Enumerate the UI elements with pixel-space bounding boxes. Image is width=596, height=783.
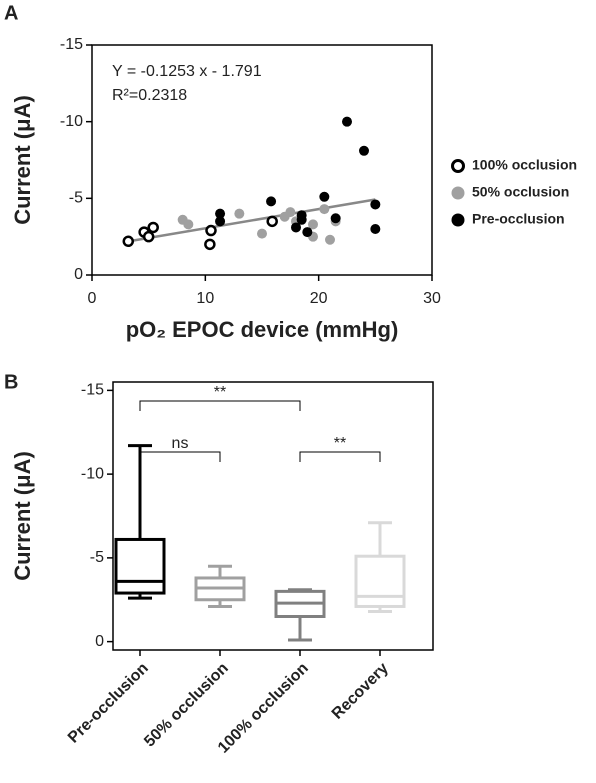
plot-frame <box>91 44 433 276</box>
y-tick-label: -5 <box>90 549 104 566</box>
data-point <box>319 191 330 202</box>
regression-line <box>128 198 376 243</box>
panel-label: B <box>4 371 18 393</box>
data-point <box>122 235 135 248</box>
data-point <box>257 228 267 239</box>
data-point <box>370 224 381 234</box>
x-tick-label: 30 <box>423 290 441 307</box>
significance-bracket <box>139 400 301 411</box>
data-point <box>142 230 155 243</box>
data-point <box>342 116 352 127</box>
legend-label: 50% occlusion <box>472 184 569 200</box>
data-point <box>319 204 330 215</box>
data-point <box>147 221 159 234</box>
panel-label: A <box>4 2 18 24</box>
legend-marker <box>451 186 465 200</box>
box <box>114 537 166 595</box>
data-point <box>204 238 216 251</box>
y-tick-label: -5 <box>69 190 83 207</box>
significance-label: ns <box>172 435 189 452</box>
x-tick-label: Recovery <box>329 660 392 723</box>
significance-bracket <box>299 451 381 462</box>
data-point <box>359 145 369 156</box>
significance-label: ** <box>334 435 346 452</box>
data-point <box>370 199 381 210</box>
x-tick-label: 10 <box>196 290 214 307</box>
box <box>354 554 406 608</box>
data-point <box>296 214 307 225</box>
data-point <box>330 213 341 224</box>
data-point <box>266 196 277 207</box>
data-point <box>308 219 318 230</box>
x-axis-label: pO₂ EPOC device (mmHg) <box>126 317 399 342</box>
data-point <box>279 211 290 222</box>
significance-label: ** <box>214 384 226 401</box>
data-point <box>302 227 313 238</box>
data-point <box>205 224 217 237</box>
y-tick-label: -10 <box>60 113 83 130</box>
y-tick-label: -15 <box>60 36 83 53</box>
y-tick-label: 0 <box>74 266 83 283</box>
data-point <box>234 208 245 219</box>
data-point <box>291 222 301 233</box>
x-tick-label: 100% occlusion <box>215 660 312 757</box>
x-tick-label: 50% occlusion <box>141 660 232 751</box>
legend-marker <box>451 159 465 173</box>
equation: Y = -0.1253 x - 1.791 <box>112 63 262 80</box>
y-tick-label: 0 <box>95 633 104 650</box>
y-tick-label: -15 <box>81 382 104 399</box>
y-axis-label: Current (μA) <box>10 95 35 225</box>
x-tick-label: 0 <box>88 290 97 307</box>
data-point <box>325 234 335 245</box>
x-tick-label: 20 <box>310 290 328 307</box>
legend-marker <box>451 213 465 227</box>
legend-label: 100% occlusion <box>472 157 577 173</box>
y-tick-label: -10 <box>81 465 104 482</box>
equation: R²=0.2318 <box>112 87 187 104</box>
plot-frame <box>112 381 434 651</box>
data-point <box>215 208 226 219</box>
x-tick-label: Pre-occlusion <box>65 660 152 747</box>
data-point <box>183 219 194 230</box>
y-axis-label: Current (μA) <box>10 451 35 581</box>
significance-bracket <box>139 451 221 462</box>
data-point <box>266 215 278 228</box>
legend-label: Pre-occlusion <box>472 211 565 227</box>
data-point <box>215 216 226 227</box>
